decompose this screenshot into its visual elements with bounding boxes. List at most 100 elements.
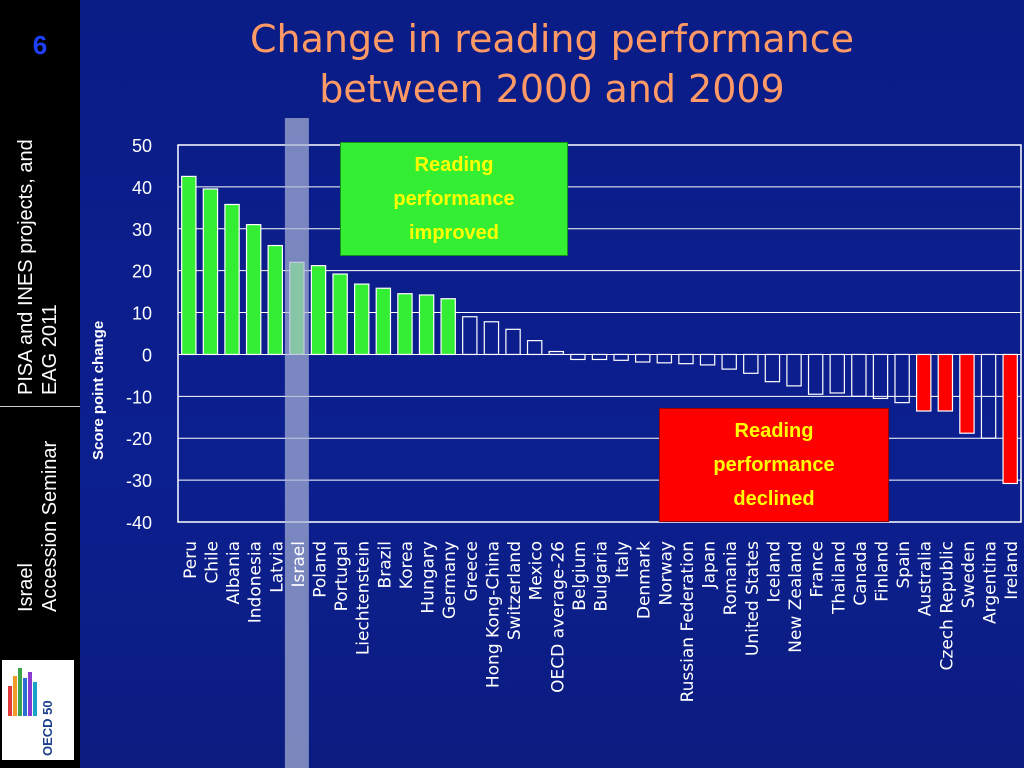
x-tick-label: Greece xyxy=(462,541,482,602)
x-tick-label: Israel xyxy=(289,541,309,587)
bar-ireland xyxy=(1002,353,1018,485)
x-tick-label: New Zealand xyxy=(786,541,806,653)
oecd-50-logo: OECD 50 xyxy=(2,660,74,760)
x-tick-label: Denmark xyxy=(635,541,655,619)
x-tick-label: Iceland xyxy=(764,541,784,603)
bar-bulgaria xyxy=(591,353,608,361)
bar-indonesia xyxy=(245,223,262,356)
bar-liechtenstein xyxy=(353,283,370,356)
x-tick-label: Bulgaria xyxy=(592,541,612,612)
bar-romania xyxy=(721,353,737,370)
x-tick-label: OECD average-26 xyxy=(548,541,568,693)
x-tick-label: United States xyxy=(743,541,763,656)
x-category-labels: Peru Chile Albania Indonesia Latvia Israel Pol… xyxy=(181,541,1022,703)
y-tick-labels: 50 40 30 20 10 0 -10 -20 -30 -40 xyxy=(126,136,152,533)
callout-improved-line-3: improved xyxy=(408,222,500,244)
callout-improved-line-2: performance xyxy=(393,188,515,210)
bar-australia xyxy=(915,353,932,412)
y-tick-label: 20 xyxy=(132,262,152,282)
bar-russian-federation xyxy=(678,353,694,365)
bar-italy xyxy=(613,353,629,361)
bar-chile xyxy=(202,188,219,356)
x-tick-label: Switzerland xyxy=(505,541,525,640)
x-tick-label: Peru xyxy=(181,541,201,579)
y-axis-label: Score point change xyxy=(90,320,107,460)
x-tick-label: Hungary xyxy=(419,541,439,614)
x-tick-label: Sweden xyxy=(959,541,979,608)
y-tick-label: -30 xyxy=(126,471,152,491)
x-tick-label: Chile xyxy=(202,541,222,584)
x-tick-label: France xyxy=(808,541,828,598)
x-tick-label: Thailand xyxy=(829,541,849,615)
x-tick-label: Finland xyxy=(873,541,893,602)
bar-thailand xyxy=(829,353,846,394)
bar-czech-republic xyxy=(937,353,954,412)
bar-mexico xyxy=(526,340,543,356)
bar-albania xyxy=(224,203,240,356)
bar-new-zealand xyxy=(786,353,802,387)
x-tick-label: Czech Republic xyxy=(937,541,957,670)
bar-japan xyxy=(699,353,716,366)
y-tick-label: 10 xyxy=(132,304,152,324)
x-tick-label: Norway xyxy=(656,541,676,606)
oecd-logo-icon xyxy=(8,666,38,716)
x-tick-label: Korea xyxy=(397,541,417,589)
y-tick-label: 0 xyxy=(142,345,152,365)
bar-germany xyxy=(440,298,456,356)
bar-united-states xyxy=(743,353,759,374)
plot-frame xyxy=(177,144,1022,523)
callout-improved: Reading performance improved xyxy=(340,142,568,256)
left-panel: 6 PISA and INES projects, and EAG 2011 I… xyxy=(0,0,80,768)
x-tick-label: Albania xyxy=(224,541,244,604)
x-tick-label: Germany xyxy=(440,541,460,619)
x-tick-label: Canada xyxy=(851,541,871,606)
x-tick-label: Ireland xyxy=(1002,541,1022,600)
y-tick-label: 40 xyxy=(132,178,152,198)
y-tick-label: -10 xyxy=(126,387,152,407)
x-tick-label: Brazil xyxy=(375,541,395,588)
callout-declined-line-1: Reading xyxy=(734,420,814,442)
bar-spain xyxy=(894,353,910,404)
title-line-2: between 2000 and 2009 xyxy=(319,67,785,111)
bar-hungary xyxy=(418,294,435,356)
y-tick-label: 30 xyxy=(132,220,152,240)
y-tick-label: -40 xyxy=(126,513,152,533)
bar-argentina xyxy=(980,353,997,439)
slide-title: Change in reading performance between 20… xyxy=(80,14,1024,114)
y-tick-label: 50 xyxy=(132,136,152,156)
x-tick-label: Hong Kong-China xyxy=(483,541,503,688)
bar-korea xyxy=(397,293,413,356)
x-tick-label: Latvia xyxy=(267,541,287,593)
bar-greece xyxy=(462,316,478,356)
bar-poland xyxy=(310,265,327,356)
slide-background xyxy=(80,0,1024,768)
x-tick-label: Liechtenstein xyxy=(354,541,374,655)
x-tick-label: Argentina xyxy=(981,541,1001,624)
slide-number: 6 xyxy=(32,30,48,60)
bar-france xyxy=(807,353,824,395)
bar-denmark xyxy=(634,353,651,363)
bar-belgium xyxy=(570,353,586,361)
callout-declined-line-2: performance xyxy=(713,454,835,476)
y-tick-label: -20 xyxy=(126,429,152,449)
x-tick-label: Mexico xyxy=(527,541,547,600)
bar-brazil xyxy=(375,287,392,356)
bar-sweden xyxy=(959,353,975,434)
x-tick-label: Indonesia xyxy=(246,541,266,623)
callout-improved-line-1: Reading xyxy=(414,154,494,176)
bar-finland xyxy=(872,353,889,400)
x-tick-label: Japan xyxy=(700,541,720,589)
x-tick-label: Portugal xyxy=(332,541,352,611)
bar-switzerland xyxy=(505,328,521,356)
bar-canada xyxy=(851,353,867,397)
x-tick-label: Spain xyxy=(894,541,914,589)
bar-oecd-average-26 xyxy=(548,350,565,356)
callout-declined: Reading performance declined xyxy=(659,408,889,522)
x-tick-label: Belgium xyxy=(570,541,590,611)
x-tick-label: Romania xyxy=(721,541,741,615)
x-tick-label: Italy xyxy=(613,541,633,578)
x-tick-label: Russian Federation xyxy=(678,541,698,702)
x-tick-label: Australia xyxy=(916,541,936,616)
callout-declined-line-3: declined xyxy=(733,488,815,510)
